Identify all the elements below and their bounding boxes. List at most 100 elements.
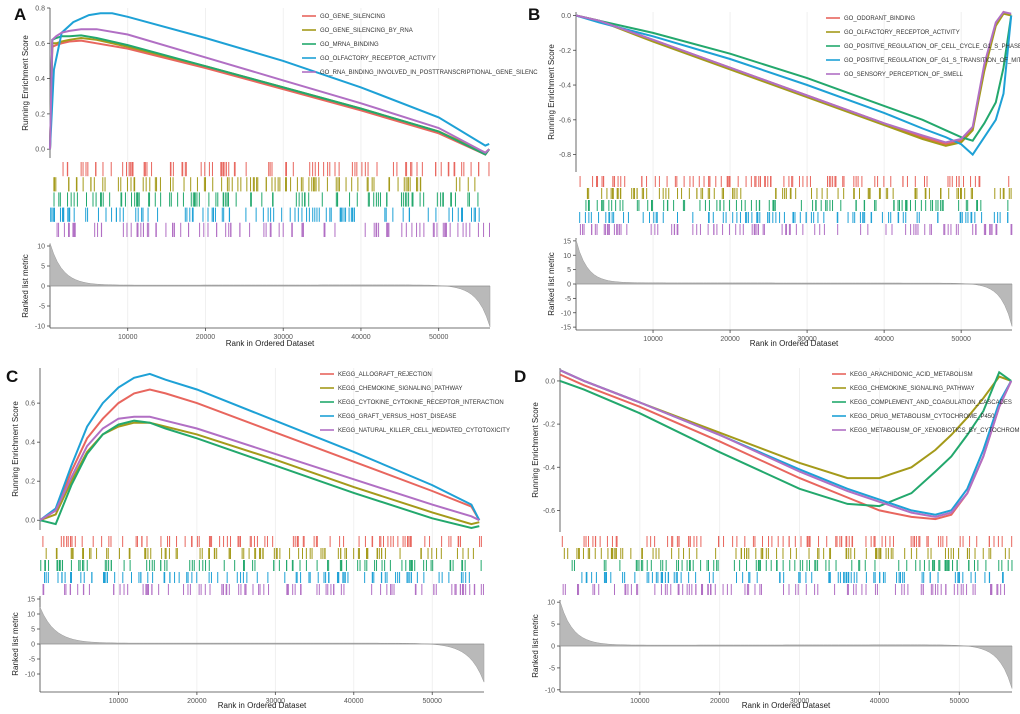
metric-y-tick-label: 0 xyxy=(567,282,571,289)
x-tick-label: 20000 xyxy=(196,334,216,341)
panel-B: B 0.0 -0.2 -0.4 -0.6 -0.8 Running Enrichment S… xyxy=(528,5,1020,348)
es-y-tick-label: -0.2 xyxy=(543,422,555,429)
metric-y-tick-label: -10 xyxy=(561,310,571,317)
metric-y-tick-label: 5 xyxy=(551,622,555,629)
x-axis-label: Rank in Ordered Dataset xyxy=(750,339,839,348)
es-curve-1 xyxy=(559,373,1013,521)
metric-y-tick-label: -10 xyxy=(25,672,35,679)
legend-label: KEGG_CHEMOKINE_SIGNALING_PATHWAY xyxy=(850,386,974,392)
ranked-metric-area xyxy=(39,607,485,683)
panel-D: D 0.0 -0.2 -0.4 -0.6 Running Enrichment Score… xyxy=(514,367,1020,710)
es-curve-5 xyxy=(559,369,1013,518)
legend-label: KEGG_DRUG_METABOLISM_CYTOCHROME_P450 xyxy=(850,414,995,420)
legend-label: KEGG_CHEMOKINE_SIGNALING_PATHWAY xyxy=(338,386,462,392)
metric-y-axis-label: Ranked list metric xyxy=(21,254,30,318)
x-tick-label: 10000 xyxy=(630,698,650,705)
legend-label: GO_OLFACTORY_RECEPTOR_ACTIVITY xyxy=(320,56,436,62)
legend-label: KEGG_ALLOGRAFT_REJECTION xyxy=(338,372,432,378)
legend-label: KEGG_COMPLEMENT_AND_COAGULATION_CASCADES xyxy=(850,400,1012,406)
x-tick-label: 20000 xyxy=(720,336,740,343)
x-tick-label: 40000 xyxy=(351,334,371,341)
legend-label: KEGG_ARACHIDONIC_ACID_METABOLISM xyxy=(850,372,973,378)
legend-label: GO_POSITIVE_REGULATION_OF_CELL_CYCLE_G1_… xyxy=(844,44,1020,50)
metric-y-tick-label: 5 xyxy=(31,627,35,634)
es-curve-4 xyxy=(39,372,481,522)
panel-A: A 0.0 0.2 0.4 0.6 0.8 Running Enrichment Score… xyxy=(14,5,538,348)
es-y-tick-label: 0.4 xyxy=(35,76,45,83)
legend-label: GO_GENE_SILENCING xyxy=(320,14,386,20)
metric-y-axis-label: Ranked list metric xyxy=(531,614,540,678)
metric-y-tick-label: -5 xyxy=(29,657,35,664)
metric-y-tick-label: 0 xyxy=(41,284,45,291)
x-tick-label: 50000 xyxy=(950,698,970,705)
legend-label: GO_MRNA_BINDING xyxy=(320,42,379,48)
metric-y-tick-label: -5 xyxy=(549,665,555,672)
panel-letter: A xyxy=(14,5,26,24)
legend-label: GO_POSITIVE_REGULATION_OF_G1_S_TRANSITIO… xyxy=(844,58,1020,64)
x-tick-label: 40000 xyxy=(344,698,364,705)
es-y-axis-label: Running Enrichment Score xyxy=(21,35,30,131)
panel-C: C 0.0 0.2 0.4 0.6 Running Enrichment Score KEG… xyxy=(6,367,510,710)
es-curve-5 xyxy=(575,10,1012,144)
metric-y-tick-label: 10 xyxy=(37,244,45,251)
x-tick-label: 30000 xyxy=(266,698,286,705)
es-y-tick-label: -0.4 xyxy=(559,83,571,90)
es-y-tick-label: 0.0 xyxy=(561,13,571,20)
x-tick-label: 50000 xyxy=(951,336,971,343)
es-y-axis-label: Running Enrichment Score xyxy=(547,44,556,140)
es-y-tick-label: -0.6 xyxy=(543,508,555,515)
x-tick-label: 10000 xyxy=(643,336,663,343)
metric-y-tick-label: 10 xyxy=(547,600,555,607)
x-tick-label: 20000 xyxy=(710,698,730,705)
legend-label: KEGG_METABOLISM_OF_XENOBIOTICS_BY_CYTOCH… xyxy=(850,428,1020,434)
es-y-tick-label: 0.6 xyxy=(25,401,35,408)
es-y-tick-label: -0.6 xyxy=(559,117,571,124)
x-tick-label: 30000 xyxy=(273,334,293,341)
es-y-tick-label: 0.4 xyxy=(25,440,35,447)
es-y-tick-label: 0.0 xyxy=(25,518,35,525)
es-curve-1 xyxy=(39,388,481,522)
metric-y-tick-label: -5 xyxy=(39,304,45,311)
x-tick-label: 40000 xyxy=(870,698,890,705)
panel-letter: C xyxy=(6,367,18,386)
es-y-tick-label: 0.2 xyxy=(25,479,35,486)
metric-y-tick-label: 10 xyxy=(563,253,571,260)
x-tick-label: 50000 xyxy=(422,698,442,705)
metric-y-tick-label: 15 xyxy=(563,238,571,245)
es-y-tick-label: 0.2 xyxy=(35,111,45,118)
x-tick-label: 10000 xyxy=(109,698,129,705)
legend-label: KEGG_NATURAL_KILLER_CELL_MEDIATED_CYTOTO… xyxy=(338,428,510,434)
es-curve-3 xyxy=(49,34,491,156)
es-y-tick-label: -0.8 xyxy=(559,152,571,159)
es-curve-3 xyxy=(39,419,480,530)
es-y-axis-label: Running Enrichment Score xyxy=(11,401,20,497)
metric-y-tick-label: -15 xyxy=(561,325,571,332)
metric-y-tick-label: 15 xyxy=(27,597,35,604)
x-tick-label: 30000 xyxy=(797,336,817,343)
x-axis-label: Rank in Ordered Dataset xyxy=(742,701,831,710)
es-y-tick-label: 0.8 xyxy=(35,6,45,13)
legend-label: KEGG_GRAFT_VERSUS_HOST_DISEASE xyxy=(338,414,456,420)
legend-label: GO_ODORANT_BINDING xyxy=(844,16,915,22)
ranked-metric-area xyxy=(49,243,491,327)
es-y-tick-label: -0.4 xyxy=(543,465,555,472)
legend-label: GO_GENE_SILENCING_BY_RNA xyxy=(320,28,413,34)
es-curve-2 xyxy=(575,12,1012,147)
panel-letter: B xyxy=(528,5,540,24)
es-curve-1 xyxy=(49,39,491,156)
es-y-tick-label: 0.0 xyxy=(545,378,555,385)
es-curve-2 xyxy=(39,421,480,526)
x-tick-label: 40000 xyxy=(874,336,894,343)
es-curve-3 xyxy=(559,370,1012,508)
legend-label: GO_OLFACTORY_RECEPTOR_ACTIVITY xyxy=(844,30,960,36)
es-curve-5 xyxy=(39,415,480,522)
es-y-tick-label: -0.2 xyxy=(559,48,571,55)
x-tick-label: 50000 xyxy=(429,334,449,341)
x-tick-label: 30000 xyxy=(790,698,810,705)
es-curve-5 xyxy=(49,28,490,154)
metric-y-tick-label: 5 xyxy=(567,267,571,274)
metric-y-axis-label: Ranked list metric xyxy=(547,252,556,316)
x-tick-label: 20000 xyxy=(187,698,207,705)
metric-y-tick-label: 5 xyxy=(41,264,45,271)
